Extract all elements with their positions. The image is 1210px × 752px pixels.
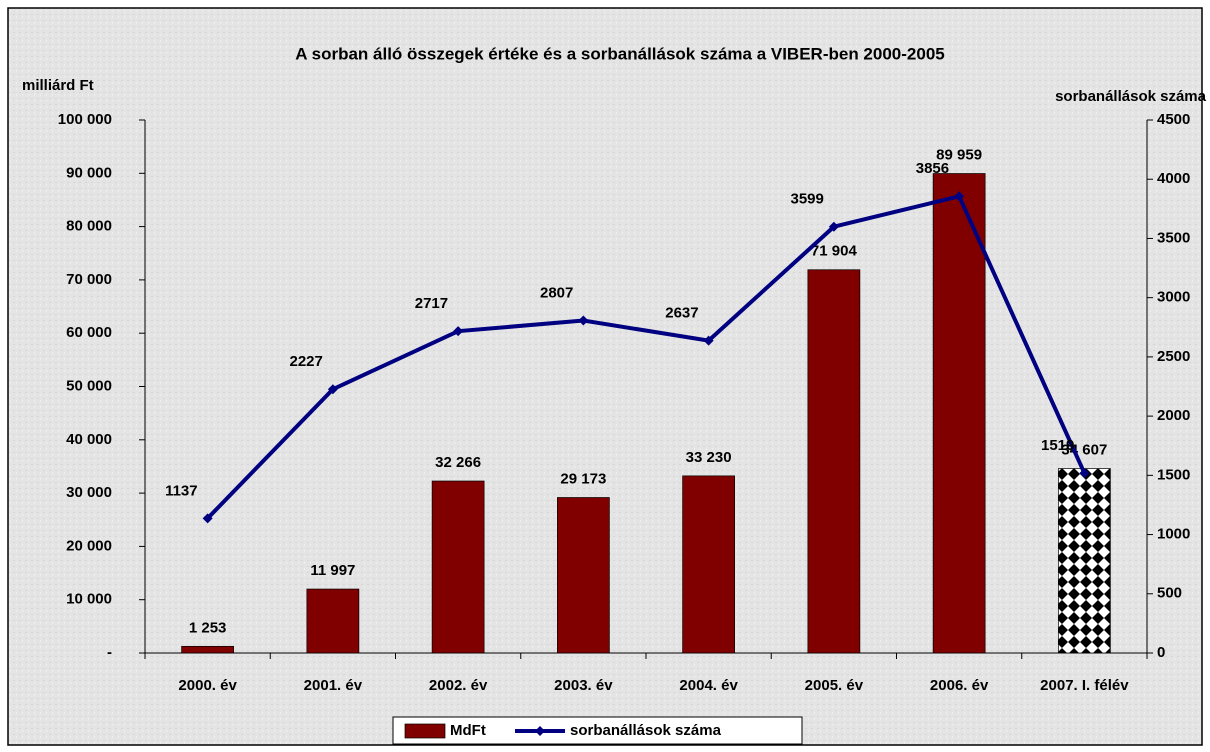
y2-tick-label: 0 [1157, 644, 1165, 661]
line-value-label: 1519 [1041, 437, 1074, 454]
y2-tick-label: 4000 [1157, 170, 1190, 187]
bar [807, 269, 861, 654]
y-tick-label: 50 000 [66, 377, 112, 394]
y-tick-label: 30 000 [66, 484, 112, 501]
y-tick-label: - [107, 644, 112, 661]
bar [557, 497, 610, 654]
bar-value-label: 89 959 [936, 146, 982, 163]
bar-value-label: 71 904 [811, 243, 858, 260]
y2-tick-label: 2500 [1157, 348, 1190, 365]
bar [932, 173, 986, 654]
legend-label: MdFt [450, 722, 486, 739]
line-value-label: 2807 [540, 284, 573, 301]
bar-value-label: 11 997 [310, 562, 355, 579]
legend-label: sorbanállások száma [570, 722, 722, 739]
y-tick-label: 10 000 [66, 591, 112, 608]
y-tick-label: 100 000 [58, 111, 112, 128]
y2-tick-label: 4500 [1157, 111, 1190, 128]
line-marker [202, 513, 213, 524]
x-tick-label: 2006. év [930, 677, 989, 694]
line-marker [954, 191, 965, 202]
bar [181, 645, 234, 654]
bar [682, 475, 735, 654]
line-marker [828, 221, 839, 232]
bar-value-label: 29 173 [560, 470, 606, 487]
bar [306, 588, 360, 654]
y-tick-label: 40 000 [66, 431, 112, 448]
line-marker [327, 384, 338, 395]
y-tick-label: 60 000 [66, 324, 112, 341]
x-tick-label: 2003. év [554, 677, 613, 694]
x-tick-label: 2000. év [178, 677, 237, 694]
line-marker [453, 326, 464, 337]
bar-value-label: 33 230 [686, 449, 732, 466]
y-tick-label: 90 000 [66, 164, 112, 181]
line [206, 193, 1087, 520]
line-marker [1079, 468, 1090, 479]
x-tick-label: 2007. I. félév [1040, 677, 1129, 694]
line-value-label: 2637 [665, 305, 698, 322]
legend-swatch [404, 723, 446, 739]
chart-title: A sorban álló összegek értéke és a sorba… [295, 44, 944, 63]
bar [1058, 468, 1111, 654]
y-tick-label: 70 000 [66, 271, 112, 288]
legend-box [392, 716, 803, 745]
y2-tick-label: 1000 [1157, 526, 1190, 543]
y2-tick-label: 3000 [1157, 289, 1190, 306]
y2-tick-label: 500 [1157, 585, 1182, 602]
bar-value-label: 32 266 [435, 454, 481, 471]
y2-tick-label: 3500 [1157, 229, 1190, 246]
line-value-label: 3599 [791, 191, 824, 208]
legend-marker [535, 726, 545, 736]
line-value-label: 2227 [290, 353, 323, 370]
y2-axis-label: sorbanállások száma [1055, 88, 1207, 105]
x-tick-label: 2005. év [805, 677, 864, 694]
x-tick-label: 2001. év [304, 677, 363, 694]
y2-tick-label: 2000 [1157, 407, 1190, 424]
x-tick-label: 2004. év [679, 677, 738, 694]
y-axis-label: milliárd Ft [22, 77, 94, 94]
x-tick-label: 2002. év [429, 677, 488, 694]
line-marker [703, 335, 714, 346]
line-marker [578, 315, 589, 326]
bar [431, 480, 485, 654]
line-value-label: 1137 [165, 482, 198, 499]
bar-value-label: 1 253 [189, 619, 227, 636]
line-value-label: 3856 [916, 160, 949, 177]
y2-tick-label: 1500 [1157, 466, 1190, 483]
y-tick-label: 20 000 [66, 537, 112, 554]
line-value-label: 2717 [415, 295, 448, 312]
y-tick-label: 80 000 [66, 218, 112, 235]
